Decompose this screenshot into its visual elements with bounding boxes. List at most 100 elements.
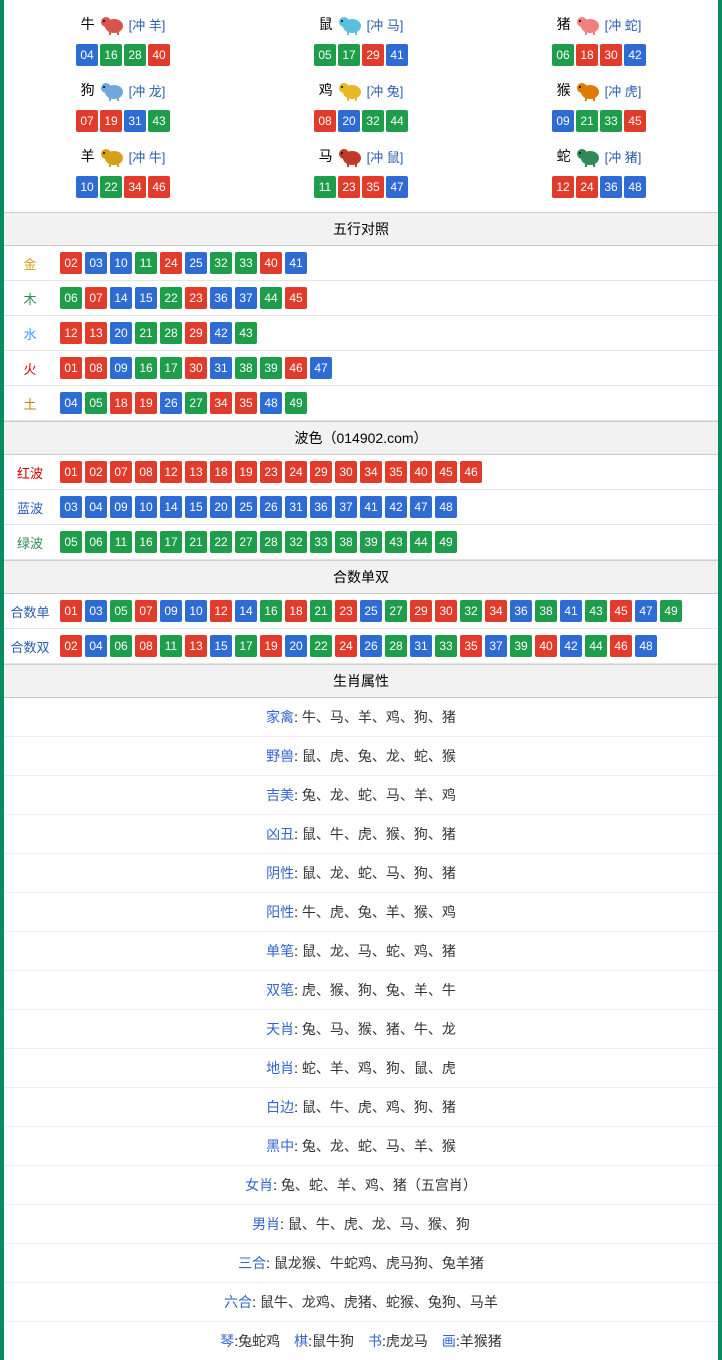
number-ball: 04 (85, 635, 107, 657)
attr-row: 六合: 鼠牛、龙鸡、虎猪、蛇猴、兔狗、马羊 (4, 1283, 718, 1322)
table-row: 合数双0204060811131517192022242628313335373… (4, 629, 718, 664)
number-ball: 24 (335, 635, 357, 657)
number-ball: 05 (85, 392, 107, 414)
number-ball: 27 (235, 531, 257, 553)
number-ball: 31 (285, 496, 307, 518)
number-ball: 46 (285, 357, 307, 379)
number-ball: 45 (624, 110, 646, 132)
attrs-body: 家禽: 牛、马、羊、鸡、狗、猪野兽: 鼠、虎、兔、龙、蛇、猴吉美: 兔、龙、蛇、… (4, 698, 718, 1322)
number-ball: 34 (210, 392, 232, 414)
number-ball: 29 (410, 600, 432, 622)
number-ball: 48 (635, 635, 657, 657)
number-ball: 41 (360, 496, 382, 518)
number-ball: 49 (435, 531, 457, 553)
row-values: 0204060811131517192022242628313335373940… (56, 629, 718, 664)
attr-label: 双笔 (266, 982, 294, 998)
number-ball: 12 (160, 461, 182, 483)
number-ball: 17 (338, 44, 360, 66)
attr-value: 鼠、龙、马、蛇、鸡、猪 (302, 943, 456, 959)
number-ball: 20 (210, 496, 232, 518)
number-ball: 44 (260, 287, 282, 309)
number-ball: 05 (110, 600, 132, 622)
zodiac-numbers: 08203244 (242, 110, 480, 132)
row-label: 木 (4, 281, 56, 316)
attr-label: 家禽 (266, 709, 294, 725)
attr-value: 兔、龙、蛇、马、羊、猴 (302, 1138, 456, 1154)
number-ball: 22 (310, 635, 332, 657)
zodiac-name: 蛇 (557, 146, 571, 166)
number-ball: 40 (535, 635, 557, 657)
number-ball: 18 (210, 461, 232, 483)
heshu-table: 合数单双 合数单01030507091012141618212325272930… (4, 560, 718, 664)
number-ball: 37 (235, 287, 257, 309)
table-row: 土04051819262734354849 (4, 386, 718, 421)
number-ball: 43 (585, 600, 607, 622)
row-label: 蓝波 (4, 490, 56, 525)
zodiac-numbers: 12243648 (480, 176, 718, 198)
row-values: 03040910141520252631363741424748 (56, 490, 718, 525)
row-values: 04051819262734354849 (56, 386, 718, 421)
number-ball: 07 (85, 287, 107, 309)
row-label: 金 (4, 246, 56, 281)
number-ball: 15 (185, 496, 207, 518)
zodiac-chong: [冲 虎] (605, 81, 642, 100)
attr-label: 三合 (238, 1255, 266, 1271)
zodiac-name: 羊 (81, 146, 95, 166)
number-ball: 28 (260, 531, 282, 553)
number-ball: 06 (552, 44, 574, 66)
attr-value: 鼠、牛、虎、龙、马、猴、狗 (288, 1216, 470, 1232)
number-ball: 36 (510, 600, 532, 622)
number-ball: 26 (360, 635, 382, 657)
number-ball: 48 (435, 496, 457, 518)
attr-row: 地肖: 蛇、羊、鸡、狗、鼠、虎 (4, 1049, 718, 1088)
number-ball: 18 (576, 44, 598, 66)
number-ball: 31 (210, 357, 232, 379)
row-label: 合数双 (4, 629, 56, 664)
zodiac-numbers: 07193143 (4, 110, 242, 132)
attr-value: 鼠、牛、虎、猴、狗、猪 (302, 826, 456, 842)
number-ball: 10 (110, 252, 132, 274)
number-ball: 16 (135, 531, 157, 553)
number-ball: 23 (338, 176, 360, 198)
zodiac-cell: 猪[冲 蛇]06183042 (480, 4, 718, 70)
attr-label: 天肖 (266, 1021, 294, 1037)
number-ball: 11 (160, 635, 182, 657)
zodiac-cell: 鸡[冲 兔]08203244 (242, 70, 480, 136)
number-ball: 41 (285, 252, 307, 274)
row-label: 绿波 (4, 525, 56, 560)
number-ball: 17 (160, 357, 182, 379)
number-ball: 23 (185, 287, 207, 309)
attr-bottom-value: 虎龙马 (386, 1333, 428, 1349)
number-ball: 03 (60, 496, 82, 518)
number-ball: 19 (235, 461, 257, 483)
number-ball: 44 (386, 110, 408, 132)
number-ball: 34 (485, 600, 507, 622)
number-ball: 22 (210, 531, 232, 553)
zodiac-chong: [冲 羊] (129, 15, 166, 34)
number-ball: 40 (148, 44, 170, 66)
row-values: 0108091617303138394647 (56, 351, 718, 386)
number-ball: 42 (385, 496, 407, 518)
number-ball: 01 (60, 600, 82, 622)
number-ball: 22 (160, 287, 182, 309)
row-values: 02031011242532334041 (56, 246, 718, 281)
attr-label: 野兽 (266, 748, 294, 764)
row-label: 火 (4, 351, 56, 386)
page-container: 牛[冲 羊]04162840鼠[冲 马]05172941猪[冲 蛇]061830… (0, 0, 722, 1360)
row-label: 合数单 (4, 594, 56, 629)
attr-row: 家禽: 牛、马、羊、鸡、狗、猪 (4, 698, 718, 737)
number-ball: 29 (362, 44, 384, 66)
number-ball: 11 (314, 176, 336, 198)
number-ball: 27 (385, 600, 407, 622)
bose-header: 波色（014902.com） (4, 422, 718, 455)
zodiac-cell: 蛇[冲 猪]12243648 (480, 136, 718, 202)
number-ball: 08 (135, 461, 157, 483)
zodiac-numbers: 10223446 (4, 176, 242, 198)
attrs-header: 生肖属性 (4, 665, 718, 698)
bose-table: 波色（014902.com） 红波01020708121318192324293… (4, 421, 718, 560)
number-ball: 31 (410, 635, 432, 657)
number-ball: 32 (362, 110, 384, 132)
number-ball: 09 (110, 357, 132, 379)
zodiac-icon (97, 12, 127, 36)
table-row: 火0108091617303138394647 (4, 351, 718, 386)
